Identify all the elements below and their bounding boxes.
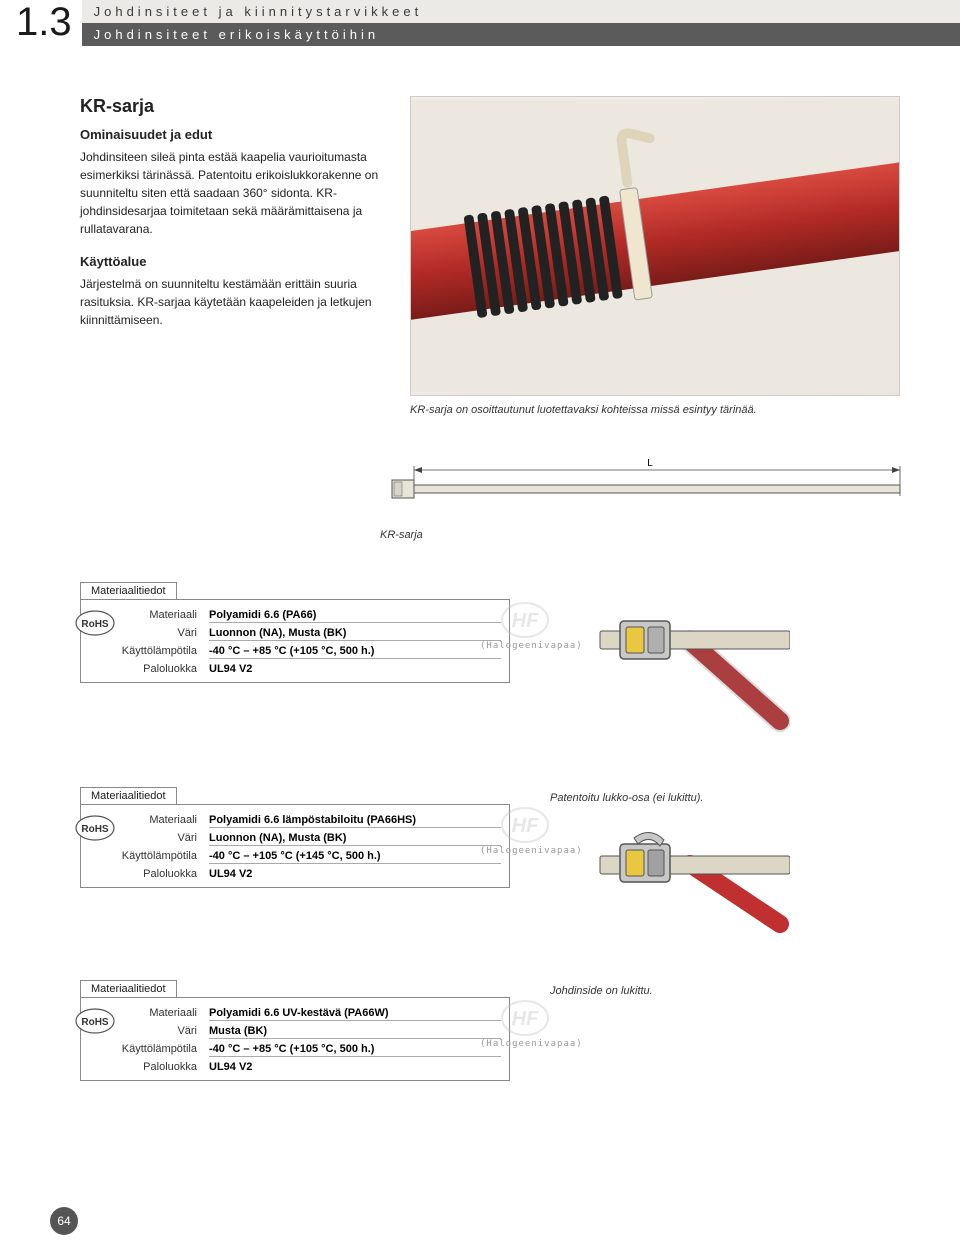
table-row: VäriLuonnon (NA), Musta (BK) — [81, 625, 509, 643]
hf-label: (Halogeenivapaa) — [480, 641, 570, 651]
material-block-1: Materiaalitiedot RoHS MateriaaliPolyamid… — [80, 581, 510, 683]
table-row: VäriMusta (BK) — [81, 1023, 509, 1041]
material-table: MateriaaliPolyamidi 6.6 lämpöstabiloitu … — [80, 804, 510, 888]
page-header: 1.3 Johdinsiteet ja kiinnitystarvikkeet … — [0, 0, 960, 46]
application-text: Järjestelmä on suunniteltu kestämään eri… — [80, 275, 380, 329]
material-header: Materiaalitiedot — [80, 980, 177, 998]
tool-figure-closed — [550, 814, 790, 939]
material-table: MateriaaliPolyamidi 6.6 (PA66) VäriLuonn… — [80, 599, 510, 683]
hf-label: (Halogeenivapaa) — [480, 1039, 570, 1049]
table-row: MateriaaliPolyamidi 6.6 (PA66) — [81, 607, 509, 625]
svg-text:RoHS: RoHS — [81, 1017, 109, 1028]
hf-badge: HF (Halogeenivapaa) — [480, 999, 570, 1049]
features-text: Johdinsiteen sileä pinta estää kaapelia … — [80, 148, 380, 238]
material-block-3: Materiaalitiedot RoHS MateriaaliPolyamid… — [80, 979, 510, 1081]
svg-text:HF: HF — [512, 610, 539, 632]
table-row: VäriLuonnon (NA), Musta (BK) — [81, 830, 509, 848]
header-line-2: Johdinsiteet erikoiskäyttöihin — [82, 23, 960, 46]
hf-icon: HF — [500, 601, 550, 639]
table-row: Käyttölämpötila-40 °C – +105 °C (+145 °C… — [81, 848, 509, 866]
rohs-badge-icon: RoHS — [74, 1007, 116, 1035]
hf-badge: HF (Halogeenivapaa) — [480, 601, 570, 651]
tool-caption-open: Patentoitu lukko-osa (ei lukittu). — [550, 792, 900, 804]
features-heading: Ominaisuudet ja edut — [80, 127, 380, 142]
material-block-2: Materiaalitiedot RoHS MateriaaliPolyamid… — [80, 786, 510, 888]
tool-figure-open — [550, 581, 790, 746]
application-heading: Käyttöalue — [80, 254, 380, 269]
tie-diagram: L — [380, 456, 910, 516]
tool-caption-closed: Johdinside on lukittu. — [550, 985, 900, 997]
series-title: KR-sarja — [80, 96, 380, 117]
table-row: PaloluokkaUL94 V2 — [81, 661, 509, 678]
product-photo — [410, 96, 900, 396]
page-number: 64 — [50, 1207, 78, 1235]
table-row: PaloluokkaUL94 V2 — [81, 866, 509, 883]
photo-caption: KR-sarja on osoittautunut luotettavaksi … — [410, 404, 900, 416]
hf-icon: HF — [500, 806, 550, 844]
material-table: MateriaaliPolyamidi 6.6 UV-kestävä (PA66… — [80, 997, 510, 1081]
hf-badge: HF (Halogeenivapaa) — [480, 806, 570, 856]
table-row: Käyttölämpötila-40 °C – +85 °C (+105 °C,… — [81, 1041, 509, 1059]
table-row: MateriaaliPolyamidi 6.6 lämpöstabiloitu … — [81, 812, 509, 830]
rohs-badge-icon: RoHS — [74, 609, 116, 637]
tie-diagram-block: L KR-sarja — [380, 456, 900, 541]
length-label: L — [647, 458, 653, 469]
table-row: Käyttölämpötila-40 °C – +85 °C (+105 °C,… — [81, 643, 509, 661]
header-bars: Johdinsiteet ja kiinnitystarvikkeet Johd… — [82, 0, 960, 46]
material-header: Materiaalitiedot — [80, 787, 177, 805]
material-header: Materiaalitiedot — [80, 582, 177, 600]
table-row: PaloluokkaUL94 V2 — [81, 1059, 509, 1076]
svg-text:HF: HF — [512, 815, 539, 837]
table-row: MateriaaliPolyamidi 6.6 UV-kestävä (PA66… — [81, 1005, 509, 1023]
svg-text:RoHS: RoHS — [81, 619, 109, 630]
header-line-1: Johdinsiteet ja kiinnitystarvikkeet — [82, 0, 960, 23]
hf-label: (Halogeenivapaa) — [480, 846, 570, 856]
svg-text:HF: HF — [512, 1008, 539, 1030]
section-number: 1.3 — [0, 0, 82, 46]
svg-text:RoHS: RoHS — [81, 824, 109, 835]
tie-diagram-label: KR-sarja — [380, 529, 900, 541]
hf-icon: HF — [500, 999, 550, 1037]
rohs-badge-icon: RoHS — [74, 814, 116, 842]
